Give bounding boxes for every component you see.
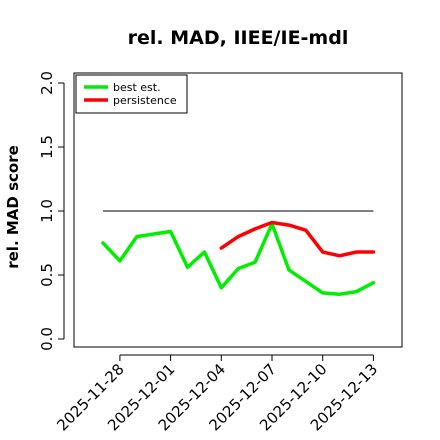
series-layer bbox=[101, 220, 376, 296]
y-tick-label: 1.5 bbox=[38, 135, 56, 159]
y-axis: 0.0 0.5 1.0 1.5 2.0 bbox=[38, 71, 65, 351]
series-line-persistence bbox=[219, 220, 376, 258]
y-tick-label: 2.0 bbox=[38, 71, 56, 95]
y-tick-label: 1.0 bbox=[38, 199, 56, 223]
y-axis-label: rel. MAD score bbox=[4, 145, 22, 269]
legend-label-persistence: persistence bbox=[113, 94, 177, 107]
x-axis: 2025-11-282025-12-012025-12-042025-12-07… bbox=[53, 354, 381, 434]
legend-label-best-est: best est. bbox=[113, 81, 161, 94]
legend: best est.persistence bbox=[75, 74, 188, 114]
y-tick-label: 0.0 bbox=[38, 327, 56, 351]
series-line-best-est bbox=[101, 222, 376, 296]
chart-title: rel. MAD, IIEE/IE-mdl bbox=[128, 27, 349, 49]
y-tick-label: 0.5 bbox=[38, 263, 56, 287]
legend-box bbox=[75, 74, 188, 114]
plot-frame bbox=[73, 72, 403, 348]
